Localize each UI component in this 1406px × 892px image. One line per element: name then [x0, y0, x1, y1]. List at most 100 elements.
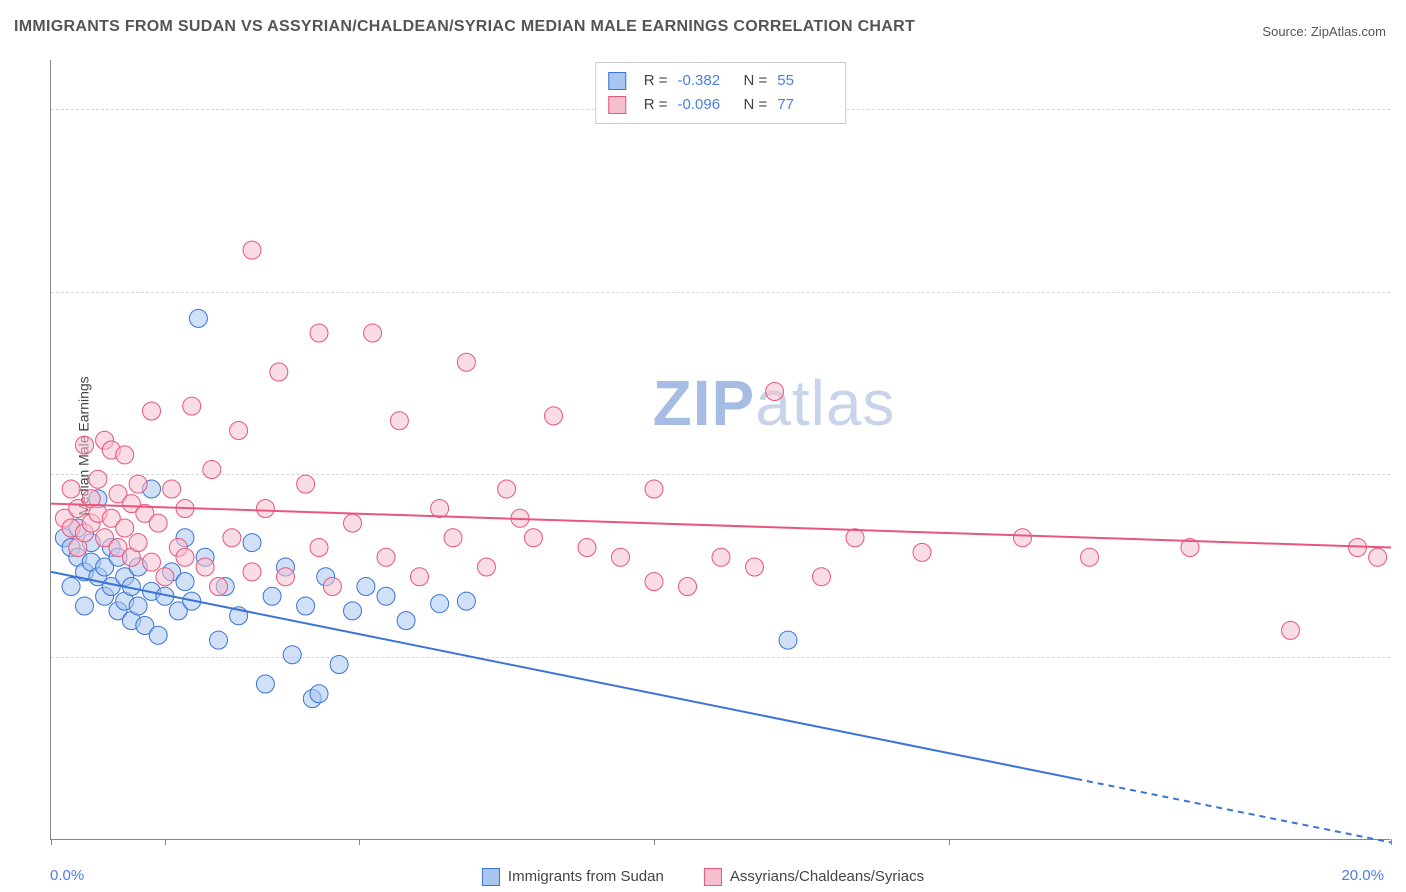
data-point [390, 412, 408, 430]
data-point [1282, 621, 1300, 639]
stat-r-label: R = [644, 93, 668, 117]
data-point [230, 422, 248, 440]
data-point [1081, 548, 1099, 566]
data-point [457, 592, 475, 610]
stat-r-value: -0.096 [678, 93, 734, 117]
data-point [377, 587, 395, 605]
data-point [143, 402, 161, 420]
legend-swatch [704, 868, 722, 886]
data-point [149, 626, 167, 644]
data-point [310, 324, 328, 342]
y-tick-label: $150,000 [1400, 100, 1406, 117]
data-point [283, 646, 301, 664]
data-point [323, 578, 341, 596]
data-point [431, 500, 449, 518]
data-point [256, 500, 274, 518]
source-link[interactable]: ZipAtlas.com [1311, 24, 1386, 39]
stat-n-value: 55 [777, 69, 833, 93]
data-point [243, 241, 261, 259]
legend: Immigrants from Sudan Assyrians/Chaldeans… [482, 868, 924, 886]
data-point [457, 353, 475, 371]
data-point [163, 480, 181, 498]
data-point [377, 548, 395, 566]
trend-line-extrapolated [1076, 779, 1391, 843]
correlation-stats-box: R = -0.382 N = 55 R = -0.096 N = 77 [595, 62, 847, 124]
data-point [116, 446, 134, 464]
legend-swatch [608, 96, 626, 114]
data-point [411, 568, 429, 586]
stat-r-label: R = [644, 69, 668, 93]
data-point [1014, 529, 1032, 547]
legend-swatch [608, 72, 626, 90]
data-point [357, 578, 375, 596]
data-point [478, 558, 496, 576]
stat-n-label: N = [744, 69, 768, 93]
data-point [203, 461, 221, 479]
data-point [310, 539, 328, 557]
data-point [263, 587, 281, 605]
data-point [679, 578, 697, 596]
data-point [196, 558, 214, 576]
data-point [62, 480, 80, 498]
plot-area: ZIPatlas $37,500$75,000$112,500$150,000 … [50, 60, 1390, 840]
data-point [277, 568, 295, 586]
stat-r-value: -0.382 [678, 69, 734, 93]
data-point [297, 475, 315, 493]
data-point [1369, 548, 1387, 566]
legend-label: Assyrians/Chaldeans/Syriacs [730, 868, 924, 885]
x-tick [1391, 839, 1392, 845]
x-tick [654, 839, 655, 845]
data-point [116, 519, 134, 537]
stats-row: R = -0.382 N = 55 [608, 69, 834, 93]
data-point [243, 563, 261, 581]
x-tick [949, 839, 950, 845]
data-point [223, 529, 241, 547]
y-tick-label: $112,500 [1400, 283, 1406, 300]
data-point [143, 553, 161, 571]
data-point [444, 529, 462, 547]
trend-line [51, 572, 1076, 779]
data-point [344, 602, 362, 620]
data-point [176, 548, 194, 566]
stat-n-label: N = [744, 93, 768, 117]
data-point [498, 480, 516, 498]
data-point [156, 568, 174, 586]
data-point [183, 397, 201, 415]
data-point [89, 470, 107, 488]
data-point [189, 309, 207, 327]
legend-item: Assyrians/Chaldeans/Syriacs [704, 868, 924, 886]
data-point [645, 573, 663, 591]
data-point [524, 529, 542, 547]
legend-swatch [482, 868, 500, 886]
data-point [256, 675, 274, 693]
data-point [578, 539, 596, 557]
x-tick [165, 839, 166, 845]
x-axis-max-label: 20.0% [1341, 867, 1384, 884]
data-point [364, 324, 382, 342]
stat-n-value: 77 [777, 93, 833, 117]
data-point [210, 578, 228, 596]
data-point [76, 597, 94, 615]
chart-title: IMMIGRANTS FROM SUDAN VS ASSYRIAN/CHALDE… [14, 18, 915, 36]
data-point [913, 543, 931, 561]
data-point [270, 363, 288, 381]
data-point [129, 597, 147, 615]
source-label: Source: [1262, 24, 1307, 39]
data-point [330, 656, 348, 674]
data-point [344, 514, 362, 532]
data-point [813, 568, 831, 586]
data-point [431, 595, 449, 613]
x-tick [359, 839, 360, 845]
y-tick-label: $75,000 [1400, 466, 1406, 483]
data-point [645, 480, 663, 498]
data-point [129, 475, 147, 493]
data-point [62, 578, 80, 596]
data-point [712, 548, 730, 566]
legend-label: Immigrants from Sudan [508, 868, 664, 885]
x-tick [51, 839, 52, 845]
data-point [766, 383, 784, 401]
y-tick-label: $37,500 [1400, 649, 1406, 666]
data-point [243, 534, 261, 552]
data-point [310, 685, 328, 703]
x-axis-min-label: 0.0% [50, 867, 84, 884]
